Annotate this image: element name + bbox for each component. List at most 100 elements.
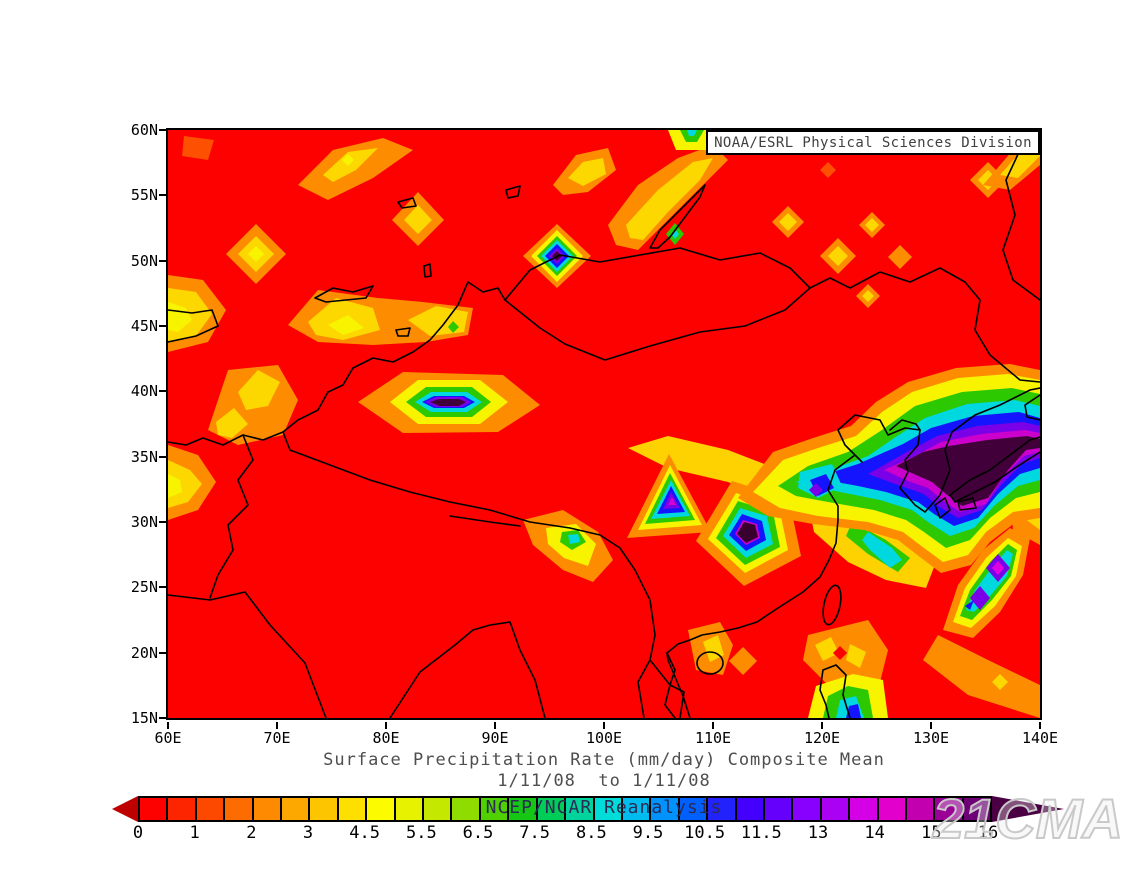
colorbar-tick-label: 1 [189, 823, 200, 843]
colorbar-segment [566, 798, 595, 820]
lat-tick-label: 25N [130, 578, 158, 597]
colorbar-tick-label: 13 [807, 823, 829, 843]
colorbar-tick-label: 10.5 [684, 823, 726, 843]
colorbar-segment [821, 798, 851, 820]
korea-japan-band [738, 364, 1040, 573]
himalaya-spot [523, 510, 613, 582]
lat-tick-mark [159, 586, 166, 589]
bullseye-se-china [696, 481, 801, 586]
lat-tick-label: 30N [130, 513, 158, 531]
lon-tick-label: 140E [1021, 729, 1059, 747]
lat-tick-label: 60N [130, 121, 158, 139]
lat-tick-mark [159, 521, 166, 523]
colorbar-tick-label: 15 [921, 823, 942, 843]
colorbar-segment [310, 798, 339, 820]
colorbar-segment [708, 798, 737, 820]
colorbar-segment [963, 798, 991, 820]
colorbar-tick-label: 4.5 [349, 823, 381, 843]
colorbar-tick-label: 11.5 [740, 823, 782, 843]
lon-tick-mark [167, 722, 169, 729]
lon-tick-label: 120E [803, 729, 841, 747]
baikal-band [608, 145, 728, 250]
lat-tick-mark [159, 129, 166, 131]
colorbar-segment [594, 798, 623, 820]
colorbar-tick-label: 8.5 [575, 823, 607, 843]
colorbar-segment [395, 798, 425, 820]
plot-subtitle: 1/11/08 to 1/11/08 [497, 771, 711, 791]
lat-tick-label: 45N [130, 317, 158, 335]
bottom-edge-spot [808, 674, 888, 718]
colorbar-segment [509, 798, 538, 820]
colorbar-segment [480, 798, 510, 820]
colorbar-tick-label: 16 [977, 823, 999, 843]
lat-tick-label: 50N [130, 251, 158, 270]
lon-tick-mark [821, 722, 823, 729]
colorbar-segment [338, 798, 368, 820]
lon-tick-mark [494, 722, 496, 729]
map-svg [168, 130, 1040, 718]
colorbar-segment [225, 798, 254, 820]
lon-tick-label: 100E [585, 729, 623, 747]
colorbar-tick-label: 6.5 [462, 823, 494, 843]
colorbar-segment [850, 798, 879, 820]
lat-tick-mark [159, 651, 166, 654]
plot-title: Surface Precipitation Rate (mm/day) Comp… [323, 750, 885, 770]
lon-tick-mark [385, 722, 387, 729]
credit-text: NOAA/ESRL Physical Sciences Division [714, 134, 1032, 151]
se-diagonal-band [943, 528, 1030, 638]
colorbar-left-arrow [112, 796, 138, 822]
colorbar-segment [878, 798, 907, 820]
lon-tick-label: 90E [481, 729, 509, 747]
lat-tick-mark [159, 390, 166, 393]
lon-tick-label: 130E [912, 729, 950, 747]
watermark: 21CMA [932, 787, 1124, 850]
colorbar-segment [793, 798, 822, 820]
lat-tick-mark [159, 717, 166, 719]
colorbar-segment [140, 798, 169, 820]
colorbar-segment [622, 798, 652, 820]
lat-tick-label: 35N [130, 447, 158, 466]
colorbar-segment [935, 798, 964, 820]
top-edge-spot [668, 130, 716, 150]
colorbar-right-arrow [992, 796, 1064, 822]
colorbar-segment [679, 798, 709, 820]
lat-tick-label: 40N [130, 382, 158, 401]
lon-tick-mark [712, 722, 714, 729]
lon-tick-mark [930, 722, 932, 729]
colorbar-tick-label: 3 [302, 823, 314, 843]
lat-tick-mark [159, 259, 166, 262]
lat-tick-label: 15N [130, 709, 158, 727]
lat-tick-label: 55N [130, 186, 158, 205]
lon-tick-label: 80E [372, 729, 400, 747]
colorbar-tick-label: 5.5 [405, 823, 437, 843]
colorbar-segment [452, 798, 481, 820]
colorbar-tick-label: 14 [864, 823, 885, 843]
colorbar-segment [196, 798, 226, 820]
dataset-label: NCEP/NCAR Reanalysis [485, 797, 723, 818]
colorbar-segment [424, 798, 453, 820]
map-plot [166, 128, 1042, 720]
colorbar-tick-label: 2 [246, 823, 257, 843]
bullseye-tarim [358, 372, 540, 433]
lat-tick-mark [159, 325, 166, 327]
lon-tick-label: 70E [263, 729, 291, 747]
colorbar-segment [253, 798, 283, 820]
lat-tick-mark [159, 455, 166, 458]
credit-box: NOAA/ESRL Physical Sciences Division [706, 130, 1040, 155]
lon-tick-label: 110E [694, 729, 732, 747]
colorbar-tick-label: 9.5 [632, 823, 664, 843]
lon-tick-mark [603, 722, 605, 729]
colorbar [138, 796, 992, 822]
colorbar-segment [651, 798, 680, 820]
colorbar-segment [282, 798, 311, 820]
lat-tick-mark [159, 194, 166, 197]
precip-field [168, 130, 1040, 718]
lat-tick-label: 20N [130, 643, 158, 662]
colorbar-segment [906, 798, 936, 820]
lon-tick-mark [1039, 722, 1041, 729]
colorbar-tick-label: 0 [132, 823, 144, 843]
colorbar-segment [537, 798, 567, 820]
colorbar-tick-label: 7.5 [519, 823, 551, 843]
coastlines-and-borders [168, 130, 1040, 718]
